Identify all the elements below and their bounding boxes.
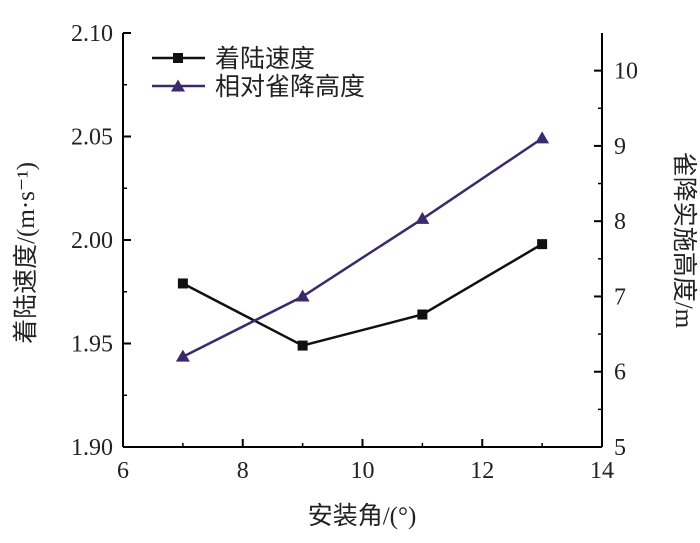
x-tick-label: 14 xyxy=(590,458,614,484)
x-axis-ticks: 6 8 10 12 14 xyxy=(117,439,614,484)
series-line-1 xyxy=(182,137,543,358)
legend-marker-square xyxy=(173,53,183,63)
series-line-0 xyxy=(182,243,543,347)
legend: 着陆速度 相对雀降高度 xyxy=(152,44,365,101)
x-tick-label: 10 xyxy=(351,458,375,484)
data-point-square xyxy=(297,340,308,351)
data-point-square xyxy=(537,239,548,250)
right-y-tick-label: 9 xyxy=(614,134,626,160)
right-y-tick-label: 7 xyxy=(614,284,626,310)
data-point-square xyxy=(417,309,428,320)
left-y-axis-ticks: 1.90 1.95 2.00 2.05 2.10 xyxy=(71,21,131,461)
data-point-triangle xyxy=(295,289,310,302)
legend-label-relative-height: 相对雀降高度 xyxy=(215,72,365,101)
left-y-axis-title: 着陆速度/(m·s⁻¹) xyxy=(12,162,40,344)
data-point-triangle xyxy=(535,131,550,144)
series-layer xyxy=(175,131,550,362)
right-y-axis-title: 雀降实施高度/m xyxy=(670,152,698,329)
left-y-tick-label: 1.90 xyxy=(71,435,113,461)
legend-marker-triangle xyxy=(171,79,185,92)
left-y-tick-label: 1.95 xyxy=(71,332,113,358)
data-point-triangle xyxy=(415,211,430,224)
right-y-tick-label: 6 xyxy=(614,360,626,386)
data-point-triangle xyxy=(175,349,190,362)
data-point-square xyxy=(177,278,188,289)
x-tick-label: 6 xyxy=(117,458,129,484)
x-tick-label: 8 xyxy=(237,458,249,484)
right-y-tick-label: 5 xyxy=(614,435,626,461)
right-y-tick-label: 10 xyxy=(614,59,638,85)
legend-label-landing-speed: 着陆速度 xyxy=(215,44,315,73)
right-y-axis-ticks: 5 6 7 8 9 10 xyxy=(594,59,638,461)
left-y-tick-label: 2.10 xyxy=(71,21,113,47)
left-y-tick-label: 2.00 xyxy=(71,228,113,254)
left-y-tick-label: 2.05 xyxy=(71,125,113,151)
x-tick-label: 12 xyxy=(470,458,494,484)
x-axis-title: 安装角/(°) xyxy=(308,502,417,530)
right-y-tick-label: 8 xyxy=(614,209,626,235)
